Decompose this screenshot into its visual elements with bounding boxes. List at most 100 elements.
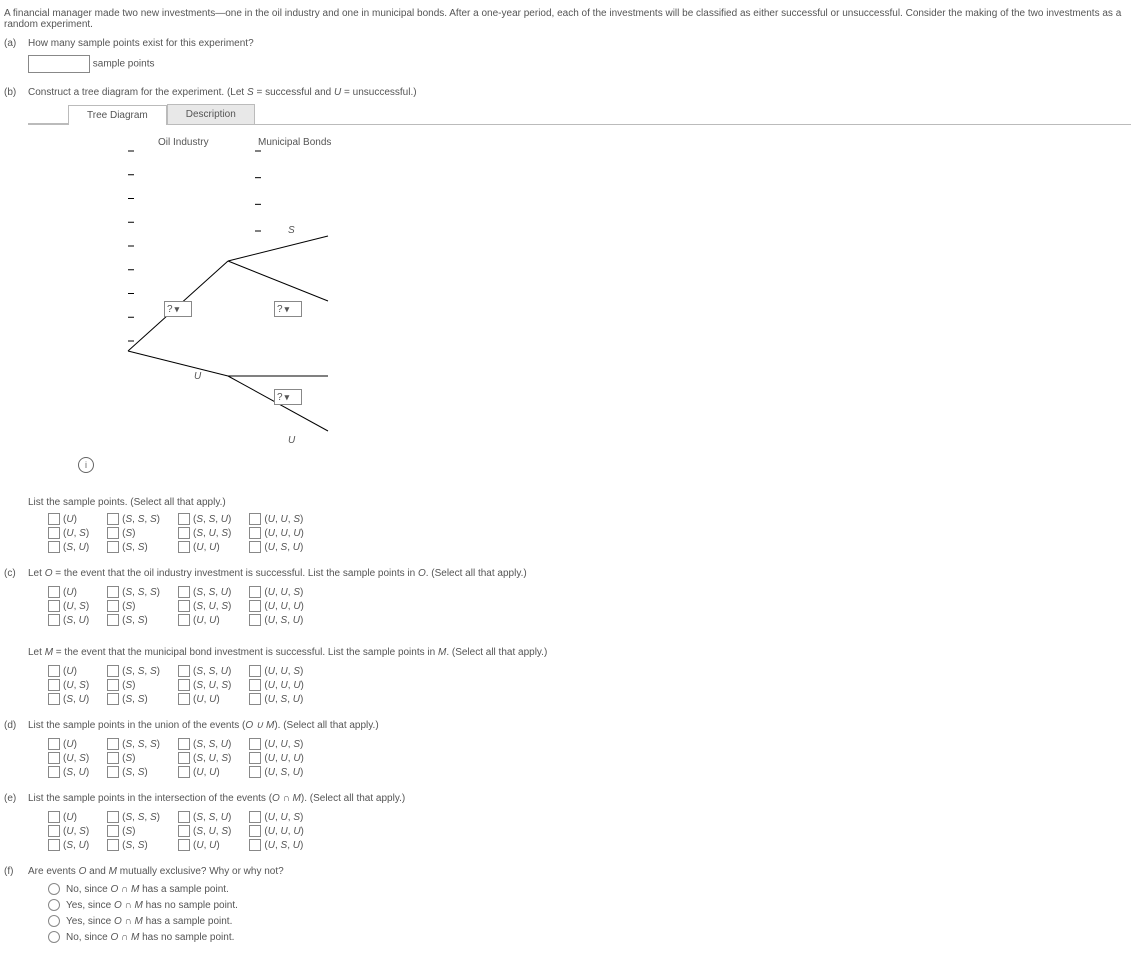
- checkbox-option[interactable]: (U, U, U): [249, 679, 304, 691]
- checkbox-option[interactable]: (S, U, S): [178, 752, 231, 764]
- checkbox-option[interactable]: (S, S): [107, 541, 160, 553]
- checkbox-option[interactable]: (S): [107, 679, 160, 691]
- radio-option[interactable]: No, since O ∩ M has no sample point.: [48, 931, 1131, 943]
- checkbox-option[interactable]: (U): [48, 811, 89, 823]
- checkbox-option[interactable]: (U, U, U): [249, 752, 304, 764]
- checkbox-option[interactable]: (U): [48, 738, 89, 750]
- checkbox-option[interactable]: (U, S): [48, 825, 89, 837]
- checkbox-option[interactable]: (U, S, U): [249, 839, 304, 851]
- checkbox-option[interactable]: (U, U, S): [249, 738, 304, 750]
- checkbox-option[interactable]: (S, S): [107, 693, 160, 705]
- checkbox-option[interactable]: (S, S, U): [178, 586, 231, 598]
- checkbox-label: (S, S, U): [193, 812, 231, 823]
- checkbox-option[interactable]: (S): [107, 600, 160, 612]
- checkbox-option[interactable]: (S, U, S): [178, 527, 231, 539]
- checkbox-option[interactable]: (S, S): [107, 839, 160, 851]
- part-a: (a) How many sample points exist for thi…: [4, 38, 1131, 73]
- checkbox-icon: [107, 513, 119, 525]
- checkbox-option[interactable]: (U, U, S): [249, 665, 304, 677]
- checkbox-option[interactable]: (U, S, U): [249, 766, 304, 778]
- checkbox-option[interactable]: (S, S, U): [178, 811, 231, 823]
- tree-node-select[interactable]: ?▾: [274, 389, 302, 405]
- checkbox-option[interactable]: (U, U, U): [249, 825, 304, 837]
- checkbox-option[interactable]: (S, U): [48, 614, 89, 626]
- checkbox-icon: [107, 693, 119, 705]
- checkbox-option[interactable]: (U, U): [178, 541, 231, 553]
- svg-text:Municipal Bonds: Municipal Bonds: [258, 137, 331, 148]
- tab-tree-diagram[interactable]: Tree Diagram: [68, 105, 167, 125]
- checkbox-icon: [178, 600, 190, 612]
- checkbox-option[interactable]: (U, U): [178, 614, 231, 626]
- checkbox-option[interactable]: (U, S): [48, 752, 89, 764]
- radio-option[interactable]: Yes, since O ∩ M has a sample point.: [48, 915, 1131, 927]
- radio-option[interactable]: Yes, since O ∩ M has no sample point.: [48, 899, 1131, 911]
- checkbox-option[interactable]: (S, U, S): [178, 825, 231, 837]
- sample-points-input[interactable]: [28, 55, 90, 73]
- checkbox-option[interactable]: (S): [107, 527, 160, 539]
- checkbox-option[interactable]: (S, S, S): [107, 665, 160, 677]
- checkbox-option[interactable]: (S, S): [107, 614, 160, 626]
- svg-text:U: U: [288, 435, 296, 446]
- tree-node-select[interactable]: ?▾: [274, 301, 302, 317]
- checkbox-label: (U, U, U): [264, 826, 304, 837]
- checkbox-option[interactable]: (U): [48, 665, 89, 677]
- svg-text:Oil Industry: Oil Industry: [158, 137, 209, 148]
- checkbox-label: (U, U, U): [264, 601, 304, 612]
- checkbox-option[interactable]: (U, S): [48, 527, 89, 539]
- info-icon[interactable]: i: [78, 457, 94, 473]
- checkbox-option[interactable]: (U, U, S): [249, 513, 304, 525]
- checkbox-option[interactable]: (S, U, S): [178, 679, 231, 691]
- checkbox-label: (U, S): [63, 753, 89, 764]
- checkbox-option[interactable]: (U, U, U): [249, 527, 304, 539]
- checkbox-option[interactable]: (U, U, S): [249, 586, 304, 598]
- checkbox-option[interactable]: (U, S, U): [249, 541, 304, 553]
- part-e-prompt: List the sample points in the intersecti…: [28, 793, 1131, 804]
- checkbox-option[interactable]: (U, U): [178, 839, 231, 851]
- checkbox-label: (S, S, S): [122, 666, 160, 677]
- checkbox-icon: [107, 586, 119, 598]
- checkbox-label: (U): [63, 587, 77, 598]
- checkbox-option[interactable]: (U): [48, 513, 89, 525]
- checkbox-label: (U, U): [193, 542, 220, 553]
- checkbox-option[interactable]: (U): [48, 586, 89, 598]
- radio-option[interactable]: No, since O ∩ M has a sample point.: [48, 883, 1131, 895]
- radio-list-f: No, since O ∩ M has a sample point. Yes, …: [48, 883, 1131, 943]
- checkbox-option[interactable]: (S, U): [48, 541, 89, 553]
- checkbox-option[interactable]: (U, U): [178, 766, 231, 778]
- checkbox-option[interactable]: (S, U): [48, 693, 89, 705]
- checkbox-icon: [107, 541, 119, 553]
- checkbox-option[interactable]: (S, S, U): [178, 738, 231, 750]
- checkbox-option[interactable]: (U, U, S): [249, 811, 304, 823]
- checkbox-option[interactable]: (S, S, S): [107, 513, 160, 525]
- checkbox-icon: [249, 527, 261, 539]
- checkbox-option[interactable]: (U, S, U): [249, 614, 304, 626]
- checkbox-option[interactable]: (S, S, S): [107, 811, 160, 823]
- checkbox-icon: [107, 614, 119, 626]
- checkbox-option[interactable]: (S, S): [107, 766, 160, 778]
- checkbox-option[interactable]: (S): [107, 752, 160, 764]
- tree-node-select[interactable]: ?▾: [164, 301, 192, 317]
- checkbox-option[interactable]: (S, U): [48, 766, 89, 778]
- checkbox-icon: [48, 752, 60, 764]
- checkbox-option[interactable]: (S): [107, 825, 160, 837]
- checkbox-option[interactable]: (S, U, S): [178, 600, 231, 612]
- checkbox-option[interactable]: (S, S, U): [178, 513, 231, 525]
- radio-label: No, since O ∩ M has no sample point.: [66, 932, 234, 943]
- checkbox-label: (S, S, U): [193, 587, 231, 598]
- radio-icon: [48, 883, 60, 895]
- checkbox-option[interactable]: (S, S, S): [107, 738, 160, 750]
- checkbox-option[interactable]: (S, S, S): [107, 586, 160, 598]
- checkbox-icon: [178, 738, 190, 750]
- checkbox-option[interactable]: (U, S): [48, 679, 89, 691]
- checkbox-option[interactable]: (U, S): [48, 600, 89, 612]
- checkbox-option[interactable]: (U, S, U): [249, 693, 304, 705]
- checkbox-label: (U, S, U): [264, 615, 303, 626]
- checkbox-option[interactable]: (S, U): [48, 839, 89, 851]
- checkbox-option[interactable]: (U, U, U): [249, 600, 304, 612]
- checkbox-option[interactable]: (S, S, U): [178, 665, 231, 677]
- checkbox-icon: [48, 541, 60, 553]
- checkbox-option[interactable]: (U, U): [178, 693, 231, 705]
- tab-description[interactable]: Description: [167, 104, 255, 124]
- checkbox-label: (S, S, U): [193, 514, 231, 525]
- checkbox-icon: [48, 825, 60, 837]
